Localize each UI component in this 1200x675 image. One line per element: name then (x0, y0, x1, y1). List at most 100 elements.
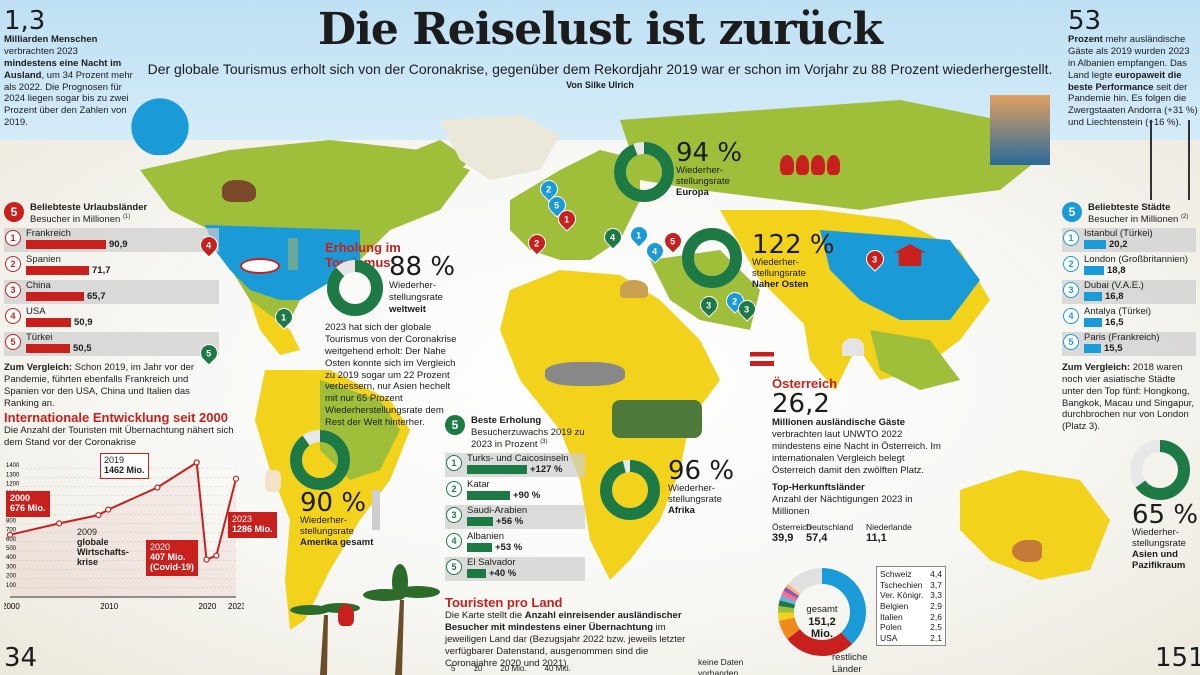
stat-left-bold: Milliarden Menschen (4, 34, 98, 45)
herk-small-name: Belgien (880, 600, 909, 611)
page-title: Die Reiselust ist zurück (318, 4, 883, 55)
ranking-name: London (Großbritannien) (1084, 253, 1189, 265)
ranking-bar (467, 490, 510, 500)
callout-2023-year: 2023 (232, 514, 253, 524)
region-label: 65 % Wiederher-stellungsrate Asien und Paz… (1132, 502, 1200, 572)
herk-small-value: 2,9 (930, 600, 942, 611)
map-canada-island (390, 140, 470, 180)
ranking-badge: 5 (445, 415, 465, 435)
ranking-name: Albanien (467, 530, 504, 542)
callout-2020: 2020 407 Mio. (Covid-19) (146, 540, 199, 576)
callout-2009-t3: krise (77, 556, 99, 567)
ranking-row: 5 El Salvador +40 % (445, 556, 585, 581)
ranking-row: 5 Türkei 50,5 (4, 331, 219, 356)
callout-2000-value: 676 Mio. (10, 502, 46, 513)
region-pct: 90 % (300, 488, 367, 518)
region-name: Europa (676, 186, 709, 198)
x-tick-label: 2000 (4, 602, 20, 611)
ranking-unit: Besucher in Millionen (2) (1088, 214, 1188, 226)
callout-2020-value: 407 Mio. (150, 551, 186, 562)
region-donut (614, 142, 674, 202)
ranking-bar (467, 568, 486, 578)
ranking-number: 5 (1063, 333, 1079, 350)
austria-title: Österreich (772, 376, 838, 391)
callout-2019: 2019 1462 Mio. (100, 453, 149, 479)
ranking-value: 65,7 (87, 290, 106, 302)
stat-right-text1: mehr ausländische Gäste als 2019 wurden … (1068, 34, 1190, 81)
map-pin-number: 2 (534, 238, 540, 249)
recovery-l3: weltweit (389, 303, 426, 315)
callout-2023-value: 1286 Mio. (232, 523, 273, 534)
ranking-name: Frankreich (26, 227, 71, 239)
herk-donut-segment (778, 568, 866, 656)
herk-small-value: 2,1 (930, 632, 942, 643)
herk-rest: restliche Länder (832, 652, 868, 675)
recovery-pct: 88 % (389, 252, 456, 282)
ranking-bar (26, 343, 70, 353)
ranking-name: Saudi-Arabien (467, 504, 528, 516)
ranking-value: +127 % (530, 463, 563, 475)
region-l1: Wiederher- (1132, 527, 1179, 538)
ranking-bar (26, 239, 106, 249)
ranking-unit: Besucherzuwachs 2019 zu 2023 in Prozent … (471, 427, 585, 451)
parrot-icon (338, 604, 354, 626)
ranking-value: +90 % (513, 489, 541, 501)
intl-chart-text: Die Anzahl der Touristen mit Übernachtun… (4, 425, 234, 448)
region-donut (290, 430, 350, 490)
page-number-left: 34 (4, 643, 38, 673)
region-donut-arc (614, 142, 674, 202)
legend-label: 5 (451, 664, 456, 673)
tourists-legend: 5 10 20 Mio. 40 Mio. (451, 664, 691, 673)
herk-small-row: Belgien 2,9 (880, 601, 942, 612)
herk-small-name: Ver. Königr. (880, 590, 924, 601)
herk-small-name: Tschechien (880, 579, 923, 590)
chart-point (154, 484, 161, 491)
herk-small-value: 2,6 (930, 611, 942, 622)
x-tick-label: 2020 (199, 602, 217, 611)
ranking-row: 3 Dubai (V.A.E.) 16,8 (1062, 279, 1196, 304)
herk-austria-name: Österreich (772, 522, 812, 532)
y-tick-label: 700 (6, 528, 17, 534)
cities-list: 1 Istanbul (Türkei) 20,2 2 London (Großbrita… (1062, 227, 1196, 356)
legend-label: 10 (473, 664, 483, 673)
ranking-bar (1084, 343, 1101, 353)
chart-point (56, 520, 63, 527)
herk-donut-segment (778, 568, 866, 656)
page-subtitle: Der globale Tourismus erholt sich von de… (147, 61, 1053, 77)
bear-icon (222, 180, 256, 202)
growth-list: 1 Turks- und Caicosinseln +127 % 2 Katar +90 … (445, 452, 585, 581)
ranking-footnote: (2) (1180, 213, 1189, 220)
ranking-title: Beste Erholung (471, 415, 542, 426)
y-tick-label: 1300 (6, 472, 20, 478)
y-tick-label: 200 (6, 574, 17, 580)
herk-sub: Anzahl der Nächtigungen 2023 in Millione… (772, 494, 913, 518)
ranking-number: 4 (5, 307, 21, 324)
ranking-unit-text: Besucher in Millionen (30, 214, 121, 226)
region-pct: 122 % (752, 230, 835, 260)
y-tick-label: 1400 (6, 463, 20, 469)
x-tick-label: 2010 (100, 602, 118, 611)
ranking-name: Turks- und Caicosinseln (467, 452, 569, 464)
callout-2009: 2009 globale Wirtschafts-krise (74, 526, 132, 570)
stat-right-text: Prozent mehr ausländische Gäste als 2019… (1068, 34, 1198, 129)
region-l1: Wiederher- (300, 515, 347, 526)
stat-right-number: 53 (1068, 6, 1102, 36)
cities-note-text: 2018 waren noch vier asiatische Städte u… (1062, 361, 1195, 433)
ranking-name: Istanbul (Türkei) (1084, 227, 1153, 239)
region-donut-arc (1130, 440, 1190, 500)
region-l2: stellungsrate (300, 525, 354, 537)
ranking-bar (26, 317, 71, 327)
ranking-number: 1 (5, 229, 21, 246)
ranking-value: 15,5 (1104, 342, 1123, 354)
ranking-name: Katar (467, 478, 490, 490)
matryoshka-icon (780, 155, 840, 175)
llama-icon (265, 470, 281, 492)
ranking-bar (26, 265, 89, 275)
ranking-value: 90,9 (109, 238, 128, 250)
ranking-number: 2 (5, 255, 21, 272)
byline: Von Silke Ulrich (566, 80, 634, 90)
tourists-text: Die Karte stellt die Anzahl einreisender… (445, 610, 695, 669)
ranking-name: Spanien (26, 253, 61, 265)
ranking-row: 4 Albanien +53 % (445, 531, 585, 555)
